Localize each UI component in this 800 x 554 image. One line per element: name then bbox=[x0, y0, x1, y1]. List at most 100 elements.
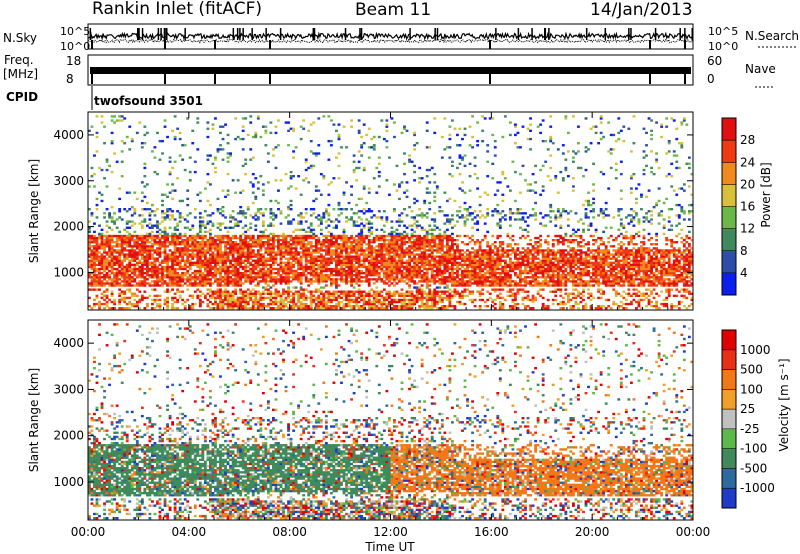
heatmap-cell bbox=[282, 288, 285, 291]
heatmap-cell bbox=[309, 247, 313, 250]
heatmap-cell bbox=[294, 146, 298, 149]
heatmap-cell bbox=[113, 245, 117, 248]
heatmap-cell bbox=[100, 255, 104, 258]
heatmap-cell bbox=[95, 284, 99, 287]
heatmap-cell bbox=[312, 245, 316, 248]
heatmap-cell bbox=[221, 137, 225, 141]
heatmap-cell bbox=[239, 274, 243, 277]
heatmap-cell bbox=[372, 271, 376, 275]
heatmap-cell bbox=[88, 236, 91, 240]
heatmap-cell bbox=[229, 154, 232, 157]
heatmap-cell bbox=[90, 276, 94, 279]
heatmap-cell bbox=[272, 245, 275, 248]
heatmap-cell bbox=[309, 245, 313, 248]
heatmap-cell bbox=[261, 220, 265, 223]
heatmap-cell bbox=[385, 245, 389, 248]
heatmap-cell bbox=[105, 296, 109, 300]
heatmap-cell bbox=[110, 290, 114, 293]
heatmap-cell bbox=[261, 280, 265, 283]
heatmap-cell bbox=[395, 236, 399, 240]
heatmap-cell bbox=[113, 284, 117, 287]
heatmap-cell bbox=[428, 263, 432, 267]
heatmap-cell bbox=[335, 234, 338, 238]
heatmap-cell bbox=[289, 203, 293, 207]
heatmap-cell bbox=[445, 278, 449, 281]
heatmap-cell bbox=[345, 263, 348, 267]
heatmap-cell bbox=[231, 284, 235, 287]
heatmap-cell bbox=[239, 261, 243, 265]
heatmap-cell bbox=[410, 298, 414, 302]
heatmap-cell bbox=[362, 238, 366, 242]
heatmap-cell bbox=[284, 251, 288, 254]
heatmap-cell bbox=[133, 298, 137, 302]
heatmap-cell bbox=[282, 253, 285, 256]
heatmap-cell bbox=[425, 296, 429, 300]
heatmap-cell bbox=[375, 249, 379, 252]
heatmap-cell bbox=[408, 278, 411, 281]
heatmap-cell bbox=[289, 249, 293, 252]
heatmap-cell bbox=[188, 278, 192, 281]
heatmap-cell bbox=[113, 261, 117, 265]
heatmap-cell bbox=[201, 292, 205, 295]
heatmap-cell bbox=[443, 251, 447, 254]
heatmap-cell bbox=[214, 292, 217, 295]
heatmap-cell bbox=[261, 307, 265, 310]
heatmap-cell bbox=[393, 236, 396, 240]
heatmap-cell bbox=[249, 121, 253, 124]
heatmap-cell bbox=[440, 304, 444, 308]
heatmap-cell bbox=[156, 282, 159, 285]
heatmap-cell bbox=[398, 292, 401, 295]
heatmap-cell bbox=[118, 115, 122, 118]
heatmap-cell bbox=[249, 280, 253, 283]
heatmap-cell bbox=[367, 280, 371, 283]
heatmap-cell bbox=[206, 257, 210, 260]
heatmap-cell bbox=[458, 292, 462, 295]
heatmap-cell bbox=[324, 292, 328, 295]
heatmap-cell bbox=[274, 298, 278, 302]
heatmap-cell bbox=[395, 259, 399, 262]
heatmap-cell bbox=[166, 216, 169, 219]
heatmap-cell bbox=[183, 232, 187, 236]
heatmap-cell bbox=[143, 133, 147, 137]
heatmap-cell bbox=[451, 265, 454, 269]
heatmap-cell bbox=[95, 245, 99, 248]
heatmap-cell bbox=[277, 271, 280, 275]
heatmap-cell bbox=[327, 257, 331, 260]
heatmap-cell bbox=[110, 269, 114, 273]
heatmap-cell bbox=[357, 160, 361, 163]
heatmap-cell bbox=[274, 257, 278, 260]
heatmap-cell bbox=[95, 269, 99, 273]
heatmap-cell bbox=[382, 210, 386, 213]
heatmap-cell bbox=[350, 251, 353, 254]
heatmap-cell bbox=[145, 257, 149, 260]
heatmap-cell bbox=[435, 243, 439, 246]
heatmap-cell bbox=[322, 263, 326, 267]
heatmap-cell bbox=[88, 271, 91, 275]
heatmap-cell bbox=[183, 238, 187, 242]
heatmap-cell bbox=[302, 241, 306, 244]
heatmap-cell bbox=[100, 115, 104, 118]
heatmap-cell bbox=[380, 228, 384, 232]
heatmap-cell bbox=[292, 247, 296, 250]
heatmap-cell bbox=[145, 236, 149, 240]
heatmap-cell bbox=[370, 137, 374, 141]
heatmap-cell bbox=[181, 238, 185, 242]
heatmap-cell bbox=[158, 304, 162, 308]
heatmap-cell bbox=[438, 265, 442, 269]
heatmap-cell bbox=[266, 284, 270, 287]
heatmap-cell bbox=[451, 175, 454, 178]
heatmap-cell bbox=[322, 249, 326, 252]
heatmap-cell bbox=[125, 191, 129, 194]
heatmap-cell bbox=[403, 307, 406, 310]
heatmap-cell bbox=[178, 274, 182, 277]
heatmap-cell bbox=[264, 278, 268, 281]
heatmap-cell bbox=[400, 212, 404, 215]
heatmap-cell bbox=[105, 251, 109, 254]
heatmap-cell bbox=[420, 284, 424, 287]
heatmap-cell bbox=[214, 300, 217, 304]
heatmap-cell bbox=[98, 284, 101, 287]
heatmap-cell bbox=[98, 255, 101, 258]
heatmap-cell bbox=[198, 253, 202, 256]
heatmap-cell bbox=[105, 280, 109, 283]
heatmap-cell bbox=[264, 243, 268, 246]
